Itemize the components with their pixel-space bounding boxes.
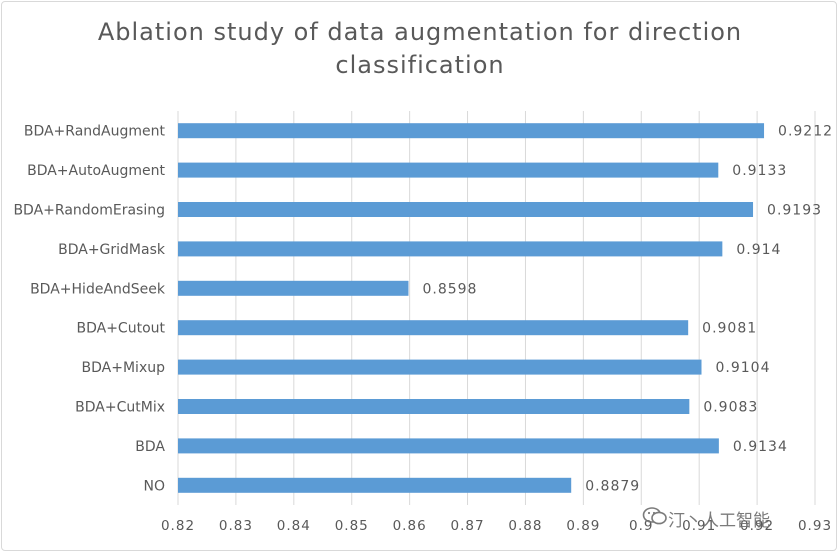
watermark-text: 汀丶人工智能 <box>668 511 770 531</box>
x-tick-label-7: 0.89 <box>566 518 600 534</box>
category-label-7: BDA+CutMix <box>75 400 165 416</box>
x-tick-label-4: 0.86 <box>393 518 427 534</box>
x-tick-label-6: 0.88 <box>508 518 542 534</box>
x-tick-label-1: 0.83 <box>219 518 253 534</box>
category-label-2: BDA+RandomErasing <box>13 203 165 219</box>
category-label-1: BDA+AutoAugment <box>27 163 165 179</box>
bar-0 <box>178 123 765 139</box>
bar-7 <box>178 399 690 414</box>
category-label-3: BDA+GridMask <box>58 242 166 258</box>
bar-6 <box>178 359 702 375</box>
category-label-9: NO <box>144 478 166 494</box>
value-label-3: 0.914 <box>736 242 781 258</box>
category-label-0: BDA+RandAugment <box>24 124 166 140</box>
value-label-9: 0.8879 <box>585 478 640 494</box>
watermark: 汀丶人工智能 <box>642 506 770 531</box>
x-tick-label-5: 0.87 <box>451 518 485 534</box>
category-label-8: BDA <box>135 439 165 455</box>
x-tick-label-2: 0.84 <box>277 518 311 534</box>
x-tick-label-10: 0.92 <box>740 518 774 534</box>
bar-4 <box>178 280 409 296</box>
bar-2 <box>178 202 754 217</box>
bar-5 <box>178 320 689 336</box>
value-label-5: 0.9081 <box>702 321 757 337</box>
value-label-1: 0.9133 <box>732 163 787 179</box>
chart-title-line-1: Ablation study of data augmentation for … <box>97 18 743 46</box>
value-label-6: 0.9104 <box>715 360 770 376</box>
value-label-7: 0.9083 <box>703 400 758 416</box>
wechat-icon <box>642 507 668 529</box>
bar-1 <box>178 162 719 178</box>
chart-title: Ablation study of data augmentation for … <box>0 16 840 82</box>
value-label-8: 0.9134 <box>733 439 788 455</box>
bar-3 <box>178 241 723 257</box>
x-tick-label-9: 0.91 <box>682 518 716 534</box>
category-label-4: BDA+HideAndSeek <box>30 281 166 297</box>
category-label-6: BDA+Mixup <box>82 360 166 376</box>
x-tick-label-11: 0.93 <box>798 518 832 534</box>
bar-8 <box>178 438 719 454</box>
value-label-2: 0.9193 <box>767 203 822 219</box>
value-label-4: 0.8598 <box>422 281 477 297</box>
bar-9 <box>178 477 572 493</box>
x-tick-label-3: 0.85 <box>335 518 369 534</box>
x-tick-label-8: 0.9 <box>629 518 653 534</box>
x-tick-label-0: 0.82 <box>161 518 195 534</box>
chart-title-line-2: classification <box>335 51 505 79</box>
category-label-5: BDA+Cutout <box>76 321 165 337</box>
value-label-0: 0.9212 <box>778 124 833 140</box>
